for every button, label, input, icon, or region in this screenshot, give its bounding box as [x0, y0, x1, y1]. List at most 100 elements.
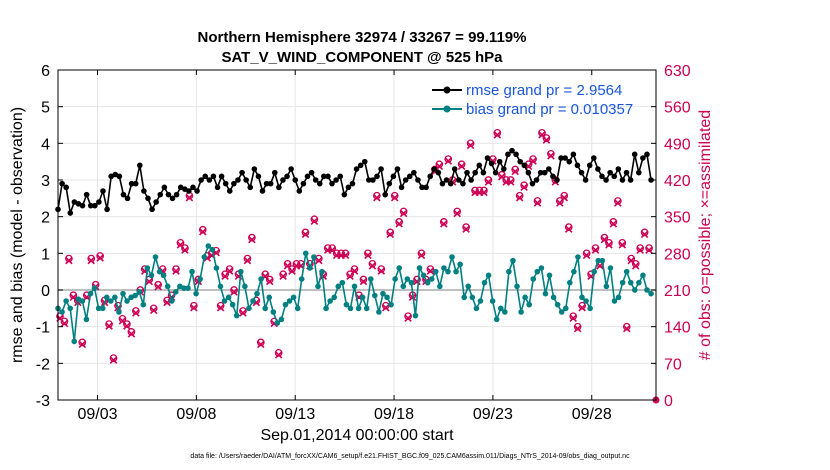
bias-point [217, 283, 224, 290]
obs-possible-point [511, 165, 520, 174]
bias-point [339, 279, 346, 286]
obs-assimilated-point [564, 225, 573, 233]
bias-point [611, 298, 618, 304]
obs-possible-point [386, 228, 395, 237]
bias-point [205, 243, 212, 249]
rmse-point [586, 162, 593, 169]
obs-assimilated-point [645, 246, 653, 254]
obs-assimilated-point [105, 322, 113, 330]
obs-assimilated-point [310, 217, 319, 226]
rmse-point [378, 166, 384, 172]
rmse-point [644, 151, 650, 158]
rmse-point [137, 162, 143, 169]
bias-point [615, 294, 622, 301]
rmse-point [619, 177, 626, 183]
rmse-point [394, 166, 401, 172]
bias-point [493, 316, 500, 323]
rmse-point [427, 173, 433, 180]
rmse-point [92, 202, 98, 209]
obs-possible-point [154, 280, 163, 289]
rmse-point [128, 180, 135, 187]
y-tick-label-left: 6 [41, 63, 50, 80]
bias-point [274, 320, 281, 326]
obs-possible-point [377, 265, 386, 273]
obs-possible-point [131, 307, 140, 315]
obs-possible-point [515, 191, 524, 200]
rmse-point [104, 206, 110, 213]
obs-possible-point [69, 291, 78, 300]
rmse-point [263, 180, 270, 187]
bias-point [124, 298, 130, 304]
obs-possible-point [493, 129, 502, 137]
plot-frame [57, 69, 657, 401]
bias-point [632, 287, 638, 293]
bias-point [522, 294, 528, 301]
y-tick-label-left: 0 [41, 283, 50, 300]
bias-point [591, 268, 597, 275]
rmse-point [79, 202, 86, 209]
rmse-point [578, 169, 585, 176]
rmse-point [541, 169, 548, 176]
rmse-point [509, 147, 515, 154]
bias-point [132, 292, 138, 299]
rmse-point [419, 184, 425, 191]
rmse-point [300, 180, 307, 187]
obs-assimilated-point [96, 254, 104, 262]
bias-point [319, 268, 325, 275]
bias-point [599, 257, 606, 264]
obs-assimilated-point [506, 178, 515, 186]
rmse-point [141, 188, 147, 194]
rmse-point [468, 177, 474, 183]
bias-point [294, 305, 301, 312]
rmse-point [59, 180, 65, 187]
obs-possible-point [466, 139, 475, 148]
obs-count-markers [56, 129, 660, 404]
y-tick-label-right: 280 [664, 246, 691, 263]
rmse-point [439, 180, 446, 187]
bias-point [619, 279, 626, 286]
rmse-point [333, 177, 339, 183]
obs-assimilated-point [315, 256, 323, 265]
rmse-point [492, 169, 499, 176]
bias-point [209, 246, 216, 253]
rmse-point [537, 169, 544, 176]
obs-assimilated-point [118, 317, 127, 325]
obs-possible-point [172, 265, 180, 273]
obs-assimilated-point [640, 230, 649, 239]
obs-assimilated-point [78, 340, 87, 349]
obs-possible-point [404, 312, 412, 321]
obs-possible-point [395, 218, 404, 226]
obs-assimilated-point [440, 220, 448, 228]
bias-point [95, 305, 102, 312]
rmse-point [480, 169, 487, 176]
rmse-point [382, 191, 389, 198]
rmse-point [308, 169, 315, 176]
rmse-point [243, 177, 249, 183]
obs-assimilated-point [60, 319, 69, 328]
obs-assimilated-point [69, 293, 78, 302]
bias-point [388, 301, 394, 308]
rmse-point [447, 180, 454, 187]
rmse-point [251, 166, 258, 172]
bias-point [83, 316, 90, 323]
bias-point [59, 309, 65, 315]
bias-point [526, 301, 532, 308]
obs-assimilated-point [382, 303, 390, 312]
obs-assimilated-point [199, 227, 207, 236]
bias-point [355, 305, 362, 312]
rmse-point [161, 184, 168, 191]
rmse-point [206, 177, 213, 183]
bias-point [67, 305, 73, 312]
rmse-point [235, 177, 241, 183]
y-tick-label-right: 350 [664, 210, 691, 227]
obs-possible-point [605, 239, 613, 247]
rmse-point [640, 155, 646, 161]
obs-assimilated-point [65, 256, 73, 265]
obs-assimilated-point [265, 277, 274, 286]
rmse-point [280, 177, 286, 183]
y-tick-label-left: 3 [41, 173, 50, 190]
rmse-point [63, 184, 69, 191]
bias-point [112, 294, 118, 301]
obs-possible-point [65, 254, 73, 263]
obs-possible-point [618, 239, 627, 247]
